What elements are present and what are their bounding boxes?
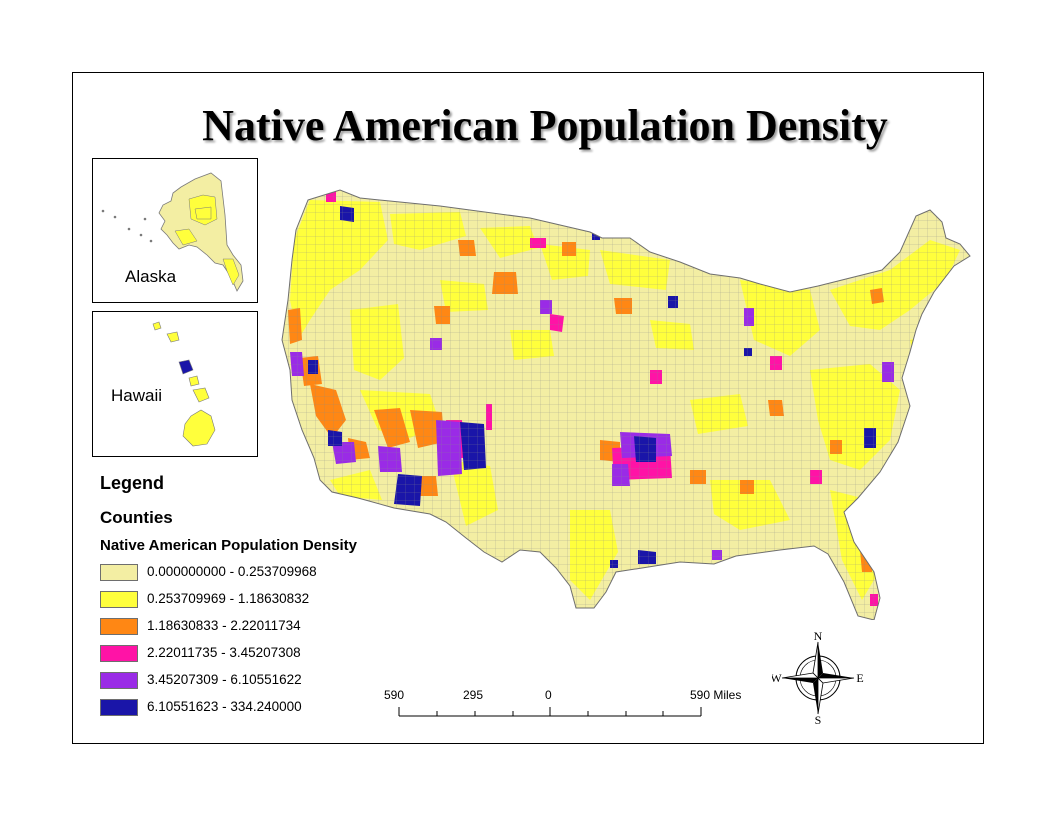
legend-title: Legend [100,473,165,493]
scale-label: 295 [463,688,484,702]
legend-item: 0.253709969 - 1.18630832 [100,589,420,611]
maui-county-island [178,359,194,375]
legend-swatch [100,645,138,662]
legend-field-name: Native American Population Density [100,537,358,554]
alaska-inset: Alaska [92,158,258,303]
kauai-island [152,321,162,331]
alaska-map [101,172,244,292]
oahu-island [166,331,180,343]
map-title: Native American Population Density [202,101,888,150]
legend-layer-name: Counties [100,508,173,527]
legend-swatch [100,564,138,581]
compass-e-label: E [856,671,863,685]
scale-bar-ticks [398,707,702,717]
hawaii-label: Hawaii [111,386,163,405]
legend-swatch [100,591,138,608]
legend-item: 6.10551623 - 334.240000 [100,697,420,719]
legend-item-label: 0.253709969 - 1.18630832 [147,591,310,606]
compass-w-label: W [772,671,782,685]
alaska-landmass [158,172,244,292]
big-island [182,409,216,447]
compass-n-label: N [814,632,823,643]
legend-item-label: 0.000000000 - 0.253709968 [147,564,317,579]
legend-swatch [100,618,138,635]
legend-item: 1.18630833 - 2.22011734 [100,616,420,638]
legend-item: 0.000000000 - 0.253709968 [100,562,420,584]
compass-s-label: S [815,713,822,724]
legend-item-label: 3.45207309 - 6.10551622 [147,672,302,687]
legend-item-label: 2.22011735 - 3.45207308 [147,645,301,660]
scale-label: 590 [384,688,405,702]
scale-label: 0 [545,688,552,702]
map-layout-frame [72,72,984,744]
legend-swatch [100,672,138,689]
hawaii-map [152,321,216,447]
continental-us-map [281,189,971,620]
legend-item: 3.45207309 - 6.10551622 [100,670,420,692]
scale-label: 590 Miles [690,688,742,702]
legend-item-label: 6.10551623 - 334.240000 [147,699,302,714]
alaska-label: Alaska [125,267,177,286]
scale-bar: 590 295 0 590 Miles [384,686,760,726]
legend-item: 2.22011735 - 3.45207308 [100,643,420,665]
hawaii-inset: Hawaii [92,311,258,457]
legend-swatch [100,699,138,716]
compass-rose-icon: N S E W [770,629,864,729]
legend-item-label: 1.18630833 - 2.22011734 [147,618,301,633]
